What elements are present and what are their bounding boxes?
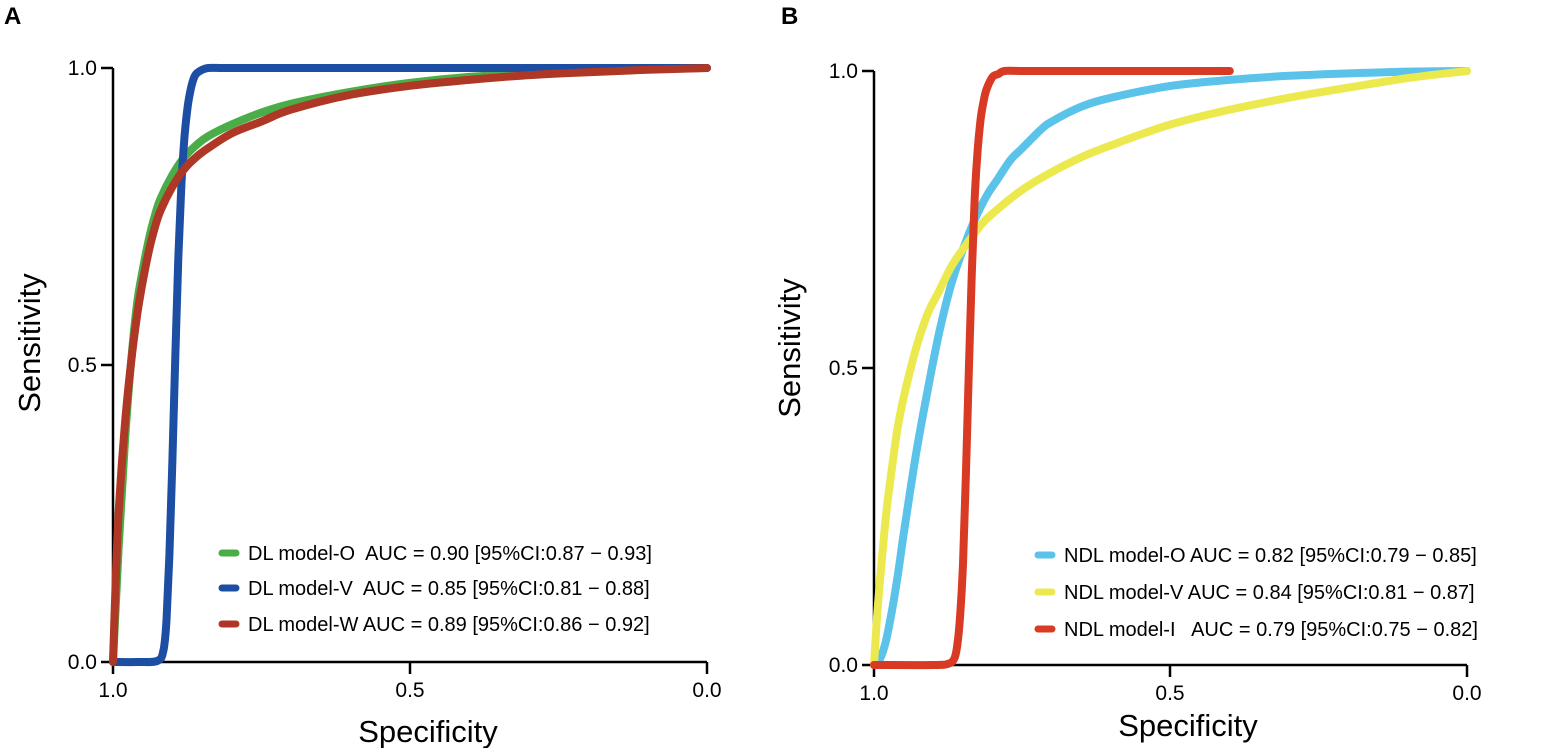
- panel-a-xtick-label-0: 1.0: [98, 679, 127, 702]
- legend-label-ndl-model-v: NDL model-V AUC = 0.84 [95%CI:0.81 − 0.8…: [1064, 582, 1475, 604]
- panel-b-ylabel: Sensitivity: [772, 278, 807, 418]
- panel-b-curves: [870, 66, 1471, 670]
- legend-label-ndl-model-o: NDL model-O AUC = 0.82 [95%CI:0.79 − 0.8…: [1064, 545, 1477, 567]
- panel-a: A 0.0 0.5 1.0 1.0 0.5 0.0 Specificity Se…: [4, 3, 722, 748]
- panel-a-xtick-label-2: 0.0: [692, 679, 721, 702]
- panel-b-xtick-label-2: 0.0: [1452, 682, 1481, 705]
- panel-a-curves: [109, 63, 711, 667]
- panel-a-ytick-label-0: 0.0: [68, 651, 97, 674]
- legend-label-dl-model-v: DL model-V AUC = 0.85 [95%CI:0.81 − 0.88…: [248, 578, 650, 600]
- panel-b-ytick-label-0: 0.0: [829, 654, 858, 677]
- roc-curve-ndl-model-i: [870, 66, 1234, 670]
- panel-a-ytick-label-1: 0.5: [68, 354, 97, 377]
- roc-curve-dl-model-v: [109, 63, 711, 667]
- panel-a-xlabel: Specificity: [358, 714, 498, 748]
- panel-b-xtick-label-1: 0.5: [1155, 682, 1184, 705]
- panel-b-ytick-label-1: 0.5: [829, 357, 858, 380]
- legend-label-ndl-model-i: NDL model-I AUC = 0.79 [95%CI:0.75 − 0.8…: [1064, 619, 1478, 641]
- panel-a-ylabel: Sensitivity: [12, 273, 47, 413]
- roc-curve-dl-model-w: [109, 64, 711, 666]
- panel-b: B 0.0 0.5 1.0 1.0 0.5 0.0 Specificity Se…: [772, 3, 1482, 743]
- panel-a-ytick-label-2: 1.0: [68, 57, 97, 80]
- panel-b-letter: B: [781, 3, 798, 30]
- panel-b-ytick-label-2: 1.0: [829, 60, 858, 83]
- panel-b-legend: NDL model-O AUC = 0.82 [95%CI:0.79 − 0.8…: [1034, 545, 1478, 641]
- roc-curve-ndl-model-o: [870, 67, 1471, 669]
- panel-b-xlabel: Specificity: [1118, 708, 1258, 743]
- legend-label-dl-model-w: DL model-W AUC = 0.89 [95%CI:0.86 − 0.92…: [248, 614, 650, 636]
- panel-a-legend: DL model-O AUC = 0.90 [95%CI:0.87 − 0.93…: [218, 543, 652, 636]
- legend-label-dl-model-o: DL model-O AUC = 0.90 [95%CI:0.87 − 0.93…: [248, 543, 652, 565]
- panel-a-letter: A: [4, 3, 21, 30]
- panel-b-xtick-label-0: 1.0: [859, 682, 888, 705]
- panel-a-xtick-label-1: 0.5: [395, 679, 424, 702]
